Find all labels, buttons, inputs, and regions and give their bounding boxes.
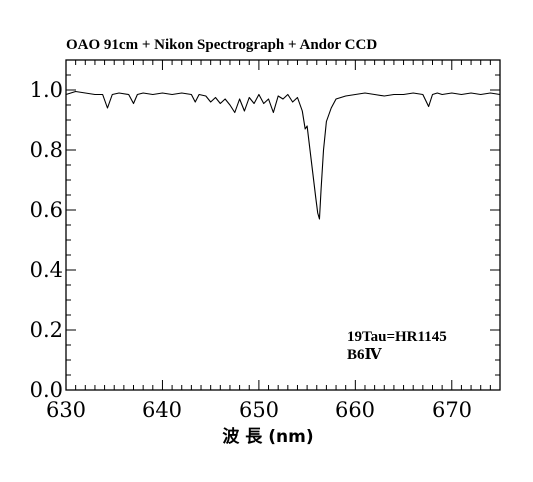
x-tick-label: 670: [432, 398, 472, 422]
star-id-annotation: 19Tau=HR1145: [347, 329, 447, 345]
chart-title: OAO 91cm + Nikon Spectrograph + Andor CC…: [66, 37, 377, 53]
x-tick-label: 630: [46, 398, 86, 422]
axis-ticks: [65, 59, 501, 391]
y-tick-label: 0.8: [30, 138, 63, 162]
spectrum-line: [65, 90, 501, 220]
x-tick-labels: 630 640 650 660 670: [46, 398, 472, 422]
x-tick-label: 660: [335, 398, 375, 422]
y-tick-label: 0.4: [30, 258, 63, 282]
x-axis-label: 波 長 (nm): [222, 426, 313, 447]
x-tick-label: 640: [142, 398, 182, 422]
spectral-type-annotation: B6Ⅳ: [347, 347, 383, 363]
y-tick-label: 0.0: [30, 378, 63, 402]
y-tick-label: 0.2: [30, 318, 63, 342]
y-tick-label: 0.6: [30, 198, 63, 222]
y-tick-label: 1.0: [30, 78, 63, 102]
y-tick-labels: 0.0 0.2 0.4 0.6 0.8 1.0: [30, 78, 63, 402]
x-tick-label: 650: [239, 398, 279, 422]
